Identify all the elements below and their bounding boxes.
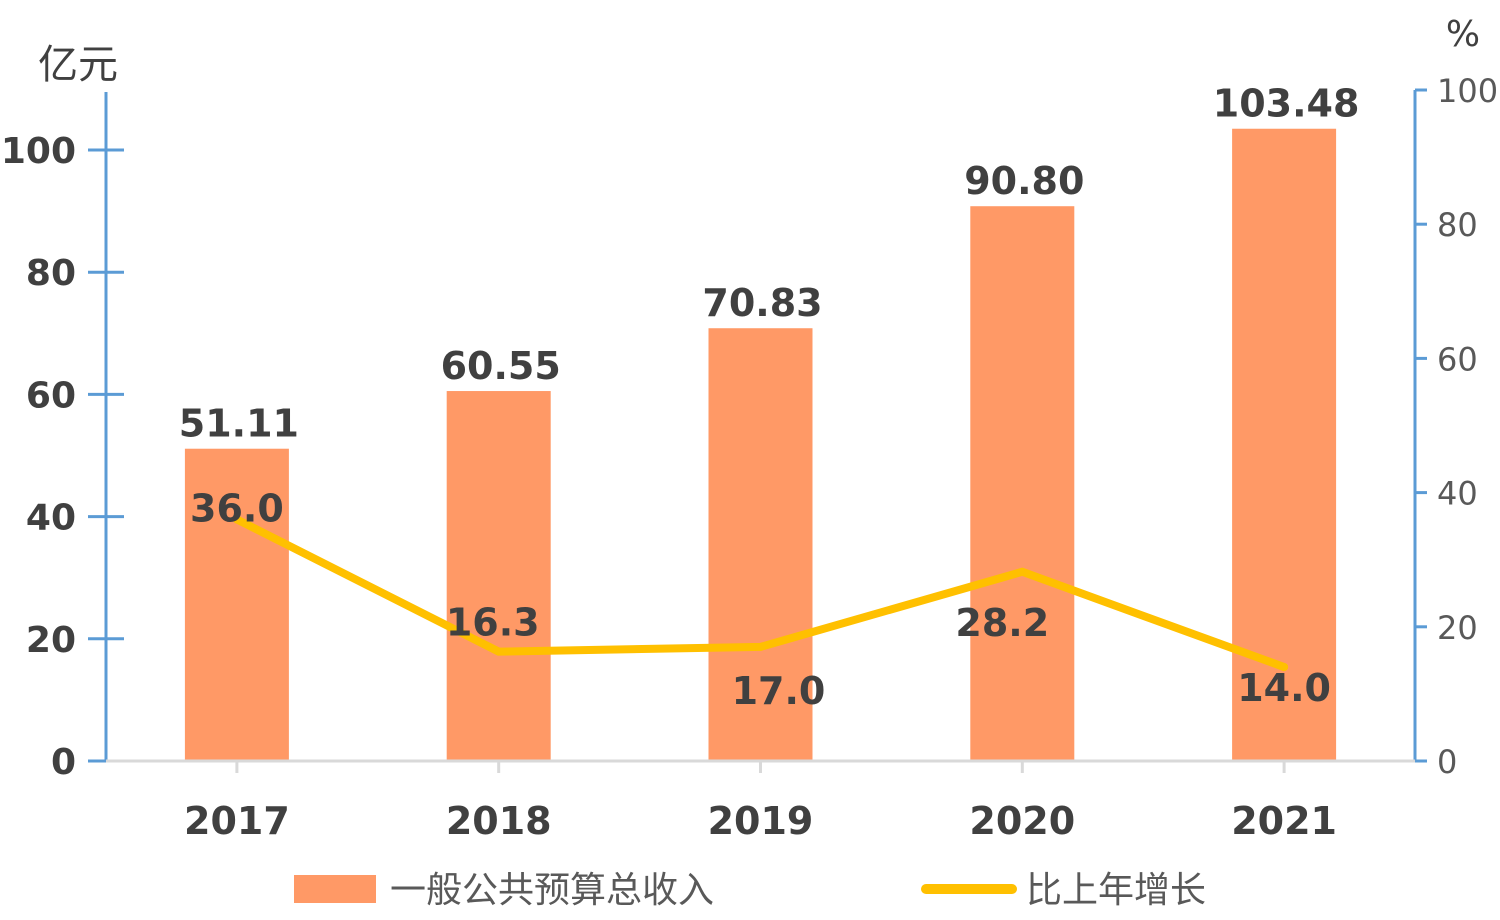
bar-value-label: 70.83 bbox=[702, 281, 822, 325]
right-axis-unit: % bbox=[1446, 14, 1480, 55]
bar bbox=[708, 328, 813, 761]
right-y-axis: 0 20 40 60 80 100 bbox=[1413, 72, 1498, 781]
right-tick-label: 60 bbox=[1437, 340, 1478, 378]
x-tick-label: 2018 bbox=[446, 799, 552, 843]
bar bbox=[970, 206, 1075, 761]
legend-swatch-bar bbox=[294, 875, 376, 903]
line-point bbox=[494, 647, 503, 656]
bar-value-label: 51.11 bbox=[179, 402, 299, 446]
left-axis-unit: 亿元 bbox=[38, 42, 118, 88]
bar bbox=[446, 391, 551, 761]
line-point bbox=[756, 642, 765, 651]
left-tick-label: 40 bbox=[26, 498, 76, 539]
right-tick-label: 80 bbox=[1437, 206, 1478, 244]
bar-value-label: 90.80 bbox=[964, 159, 1084, 203]
line-value-label: 16.3 bbox=[446, 601, 540, 645]
line-value-label: 36.0 bbox=[190, 486, 284, 530]
data-labels: 51.11 60.55 70.83 90.80 103.48 36.0 16.3 17.0 28… bbox=[179, 82, 1360, 713]
left-tick-label: 20 bbox=[26, 620, 76, 661]
right-tick-label: 100 bbox=[1437, 72, 1498, 110]
right-tick-label: 20 bbox=[1437, 609, 1478, 647]
bar bbox=[184, 448, 289, 761]
right-tick-label: 0 bbox=[1437, 743, 1457, 781]
line-point bbox=[1280, 663, 1289, 672]
line-point bbox=[1018, 567, 1027, 576]
legend: 一般公共预算总收入 比上年增长 bbox=[294, 870, 1206, 911]
x-tick-label: 2021 bbox=[1231, 799, 1337, 843]
x-tick-label: 2020 bbox=[969, 799, 1075, 843]
x-axis: 2017 2018 2019 2020 2021 bbox=[106, 759, 1415, 843]
left-tick-label: 100 bbox=[1, 131, 76, 172]
x-tick-label: 2019 bbox=[708, 799, 814, 843]
left-tick-label: 0 bbox=[51, 742, 76, 783]
line-point bbox=[232, 515, 241, 524]
legend-label-bar: 一般公共预算总收入 bbox=[390, 870, 714, 911]
bar-series bbox=[184, 128, 1337, 762]
line-value-label: 14.0 bbox=[1237, 666, 1331, 710]
line-value-label: 17.0 bbox=[732, 669, 826, 713]
legend-label-line: 比上年增长 bbox=[1026, 870, 1206, 911]
left-y-axis: 0 20 40 60 80 100 bbox=[1, 92, 124, 783]
line-series bbox=[232, 515, 1289, 672]
left-tick-label: 60 bbox=[26, 375, 76, 416]
left-tick-label: 80 bbox=[26, 253, 76, 294]
right-tick-label: 40 bbox=[1437, 475, 1478, 513]
x-tick-label: 2017 bbox=[184, 799, 290, 843]
bar-value-label: 60.55 bbox=[441, 344, 561, 388]
bar-value-label: 103.48 bbox=[1213, 82, 1360, 126]
line-value-label: 28.2 bbox=[955, 601, 1049, 645]
